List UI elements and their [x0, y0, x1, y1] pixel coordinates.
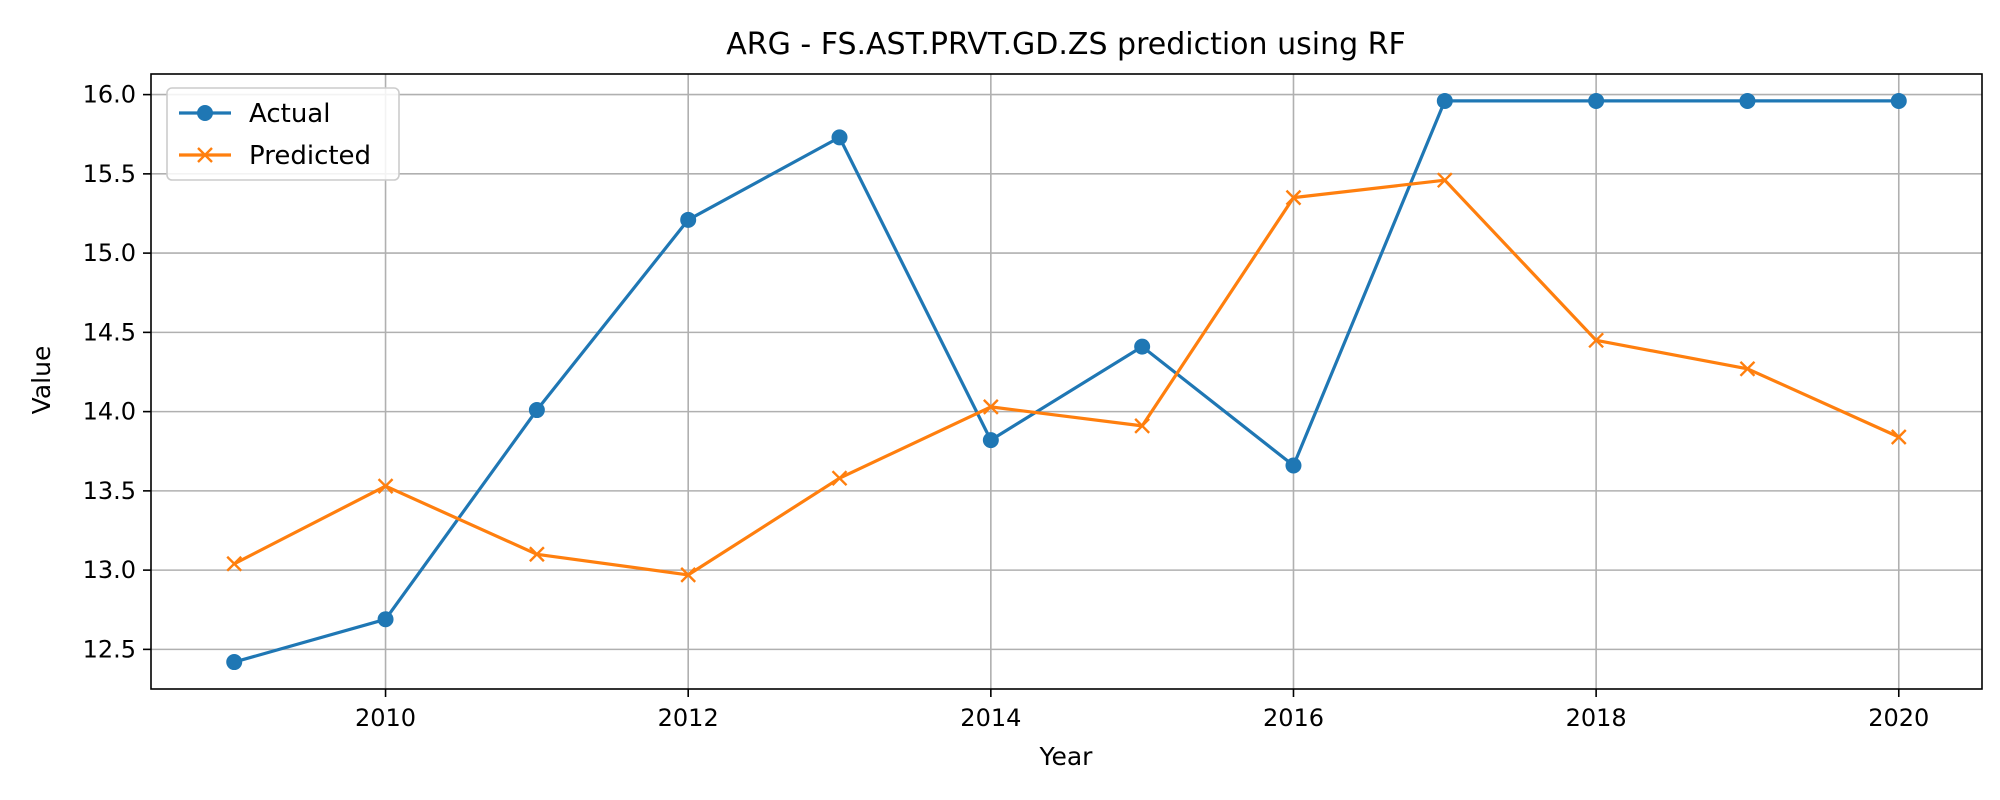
legend-item-predicted: Predicted — [179, 141, 371, 171]
actual-point — [1890, 92, 1907, 109]
actual-point — [1739, 92, 1756, 109]
legend-swatch-marker — [197, 147, 213, 163]
y-tick-label: 15.5 — [83, 160, 136, 188]
y-tick-label: 12.5 — [83, 635, 136, 663]
y-axis-ticks: 12.5 13.0 13.5 14.0 14.5 15.0 15.5 16.0 — [83, 81, 151, 663]
actual-point — [1588, 92, 1605, 109]
y-tick-label: 13.0 — [83, 556, 136, 584]
legend-label: Actual — [249, 99, 330, 129]
predicted-point — [529, 546, 545, 563]
grid — [151, 74, 1982, 689]
predicted-point — [1436, 172, 1453, 189]
x-tick-label: 2020 — [1868, 704, 1929, 732]
predicted-point — [1739, 360, 1756, 377]
predicted-point — [1588, 332, 1604, 349]
x-tick-label: 2010 — [355, 704, 416, 732]
series-predicted — [226, 172, 1907, 583]
y-tick-label: 14.5 — [83, 318, 136, 346]
actual-point — [1436, 92, 1453, 109]
chart-title: ARG - FS.AST.PRVT.GD.ZS prediction using… — [726, 27, 1406, 62]
y-tick-label: 14.0 — [83, 398, 136, 426]
x-axis-ticks: 2010 2012 2014 2016 2018 2020 — [355, 689, 1929, 732]
predicted-point — [1134, 418, 1151, 434]
actual-point — [377, 611, 394, 628]
predicted-point — [680, 567, 697, 583]
legend-label: Predicted — [249, 141, 371, 171]
x-tick-label: 2018 — [1566, 704, 1627, 732]
plot-area-frame — [150, 73, 1983, 690]
series-layer — [226, 92, 1907, 671]
predicted-point — [982, 399, 999, 415]
actual-point — [528, 402, 545, 419]
predicted-point — [1890, 429, 1907, 445]
legend-item-actual: Actual — [179, 99, 330, 129]
predicted-point — [377, 478, 394, 494]
predicted-line — [233, 178, 1900, 577]
actual-point — [1134, 338, 1151, 355]
actual-point — [831, 129, 848, 146]
series-actual — [226, 92, 1907, 671]
predicted-point — [831, 470, 848, 487]
actual-line — [233, 99, 1899, 664]
legend-box — [166, 87, 400, 181]
y-tick-label: 13.5 — [83, 477, 136, 505]
x-axis-label: Year — [1039, 742, 1094, 771]
y-tick-label: 16.0 — [83, 81, 136, 109]
y-tick-label: 15.0 — [83, 239, 136, 267]
predicted-point — [1285, 189, 1302, 206]
actual-point — [226, 654, 243, 671]
legend-swatch-marker — [197, 105, 213, 121]
actual-point — [1285, 457, 1302, 474]
actual-point — [680, 211, 697, 228]
y-axis-label: Value — [27, 346, 56, 415]
x-tick-label: 2014 — [960, 704, 1021, 732]
actual-point — [982, 432, 999, 449]
predicted-point — [226, 555, 243, 572]
legend: Actual Predicted — [166, 87, 400, 181]
x-tick-label: 2016 — [1263, 704, 1324, 732]
x-tick-label: 2012 — [658, 704, 719, 732]
